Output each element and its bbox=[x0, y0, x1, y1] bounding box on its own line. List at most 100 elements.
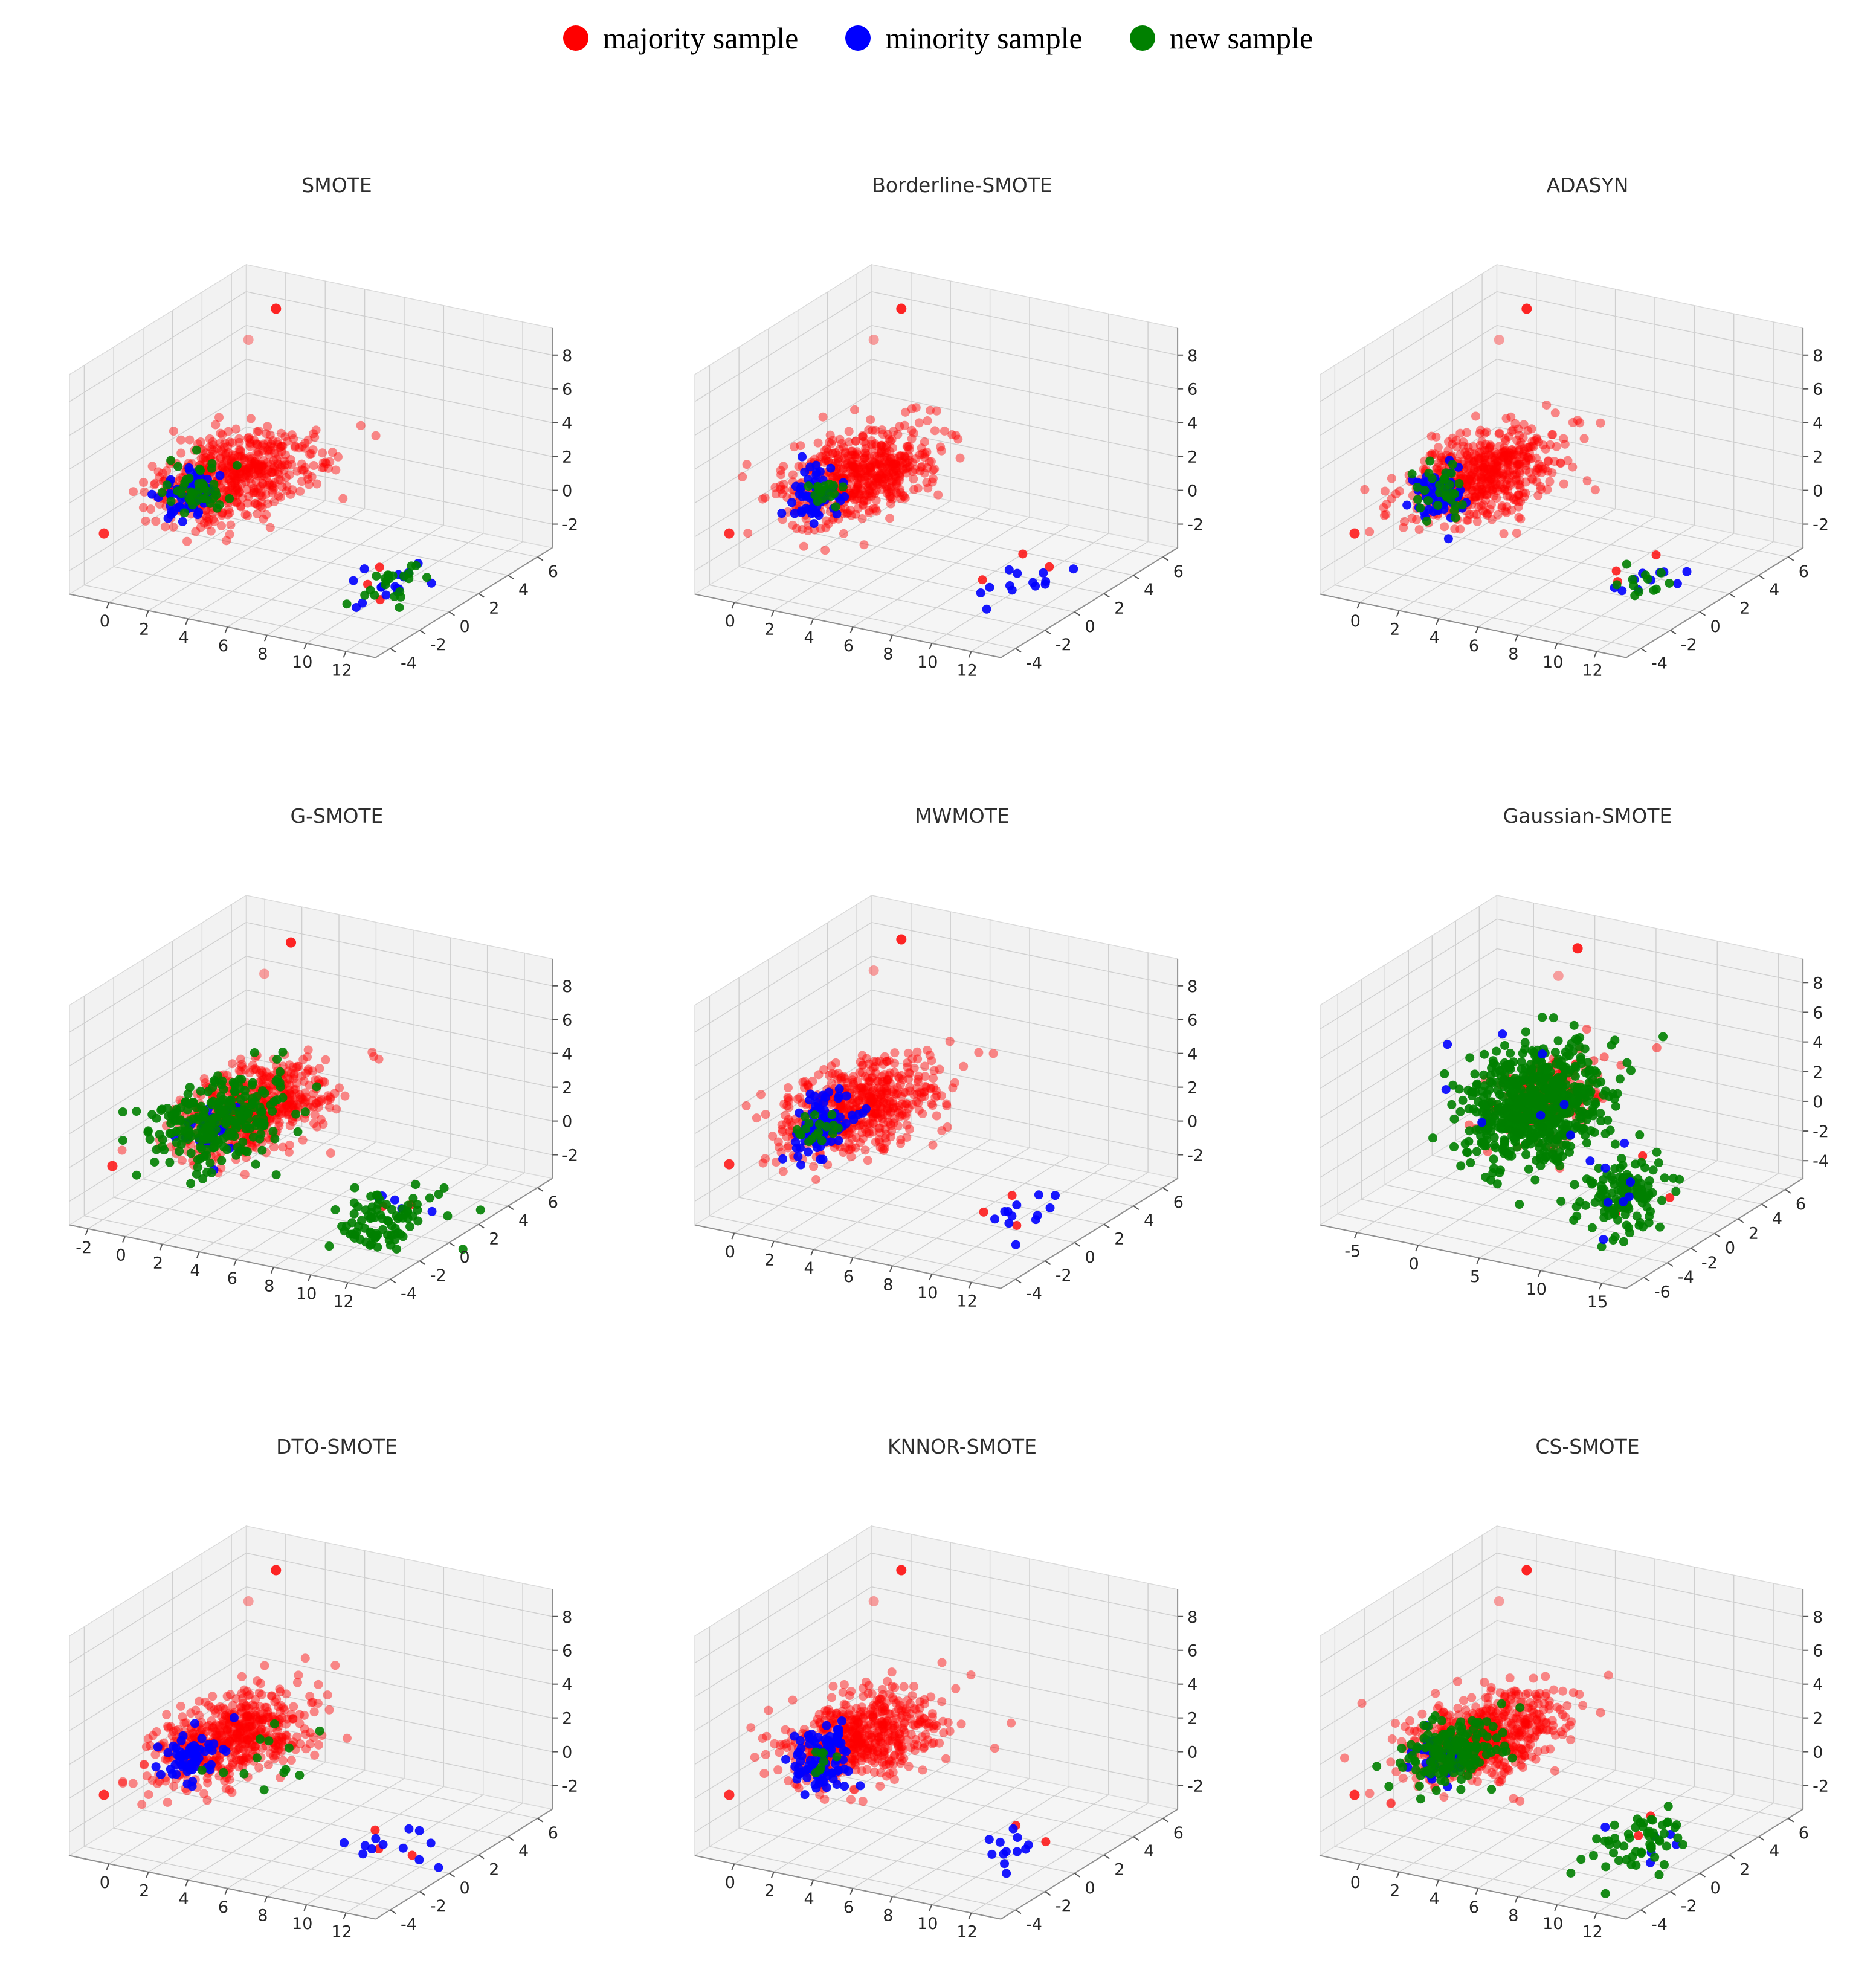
svg-text:6: 6 bbox=[218, 637, 228, 655]
scatter3d-plot-adasyn: 0 2 4 6 8 10 12 -4 -2 0 2 4 6 -2 0 2 4 6 8 bbox=[1319, 263, 1829, 680]
legend-label-majority: majority sample bbox=[602, 21, 799, 55]
svg-text:2: 2 bbox=[139, 620, 149, 639]
svg-text:8: 8 bbox=[1187, 347, 1197, 365]
svg-text:10: 10 bbox=[296, 1284, 317, 1303]
svg-text:-2: -2 bbox=[1813, 516, 1829, 535]
svg-text:2: 2 bbox=[764, 1251, 775, 1270]
svg-text:6: 6 bbox=[562, 1011, 572, 1030]
svg-text:2: 2 bbox=[1739, 599, 1750, 617]
svg-text:-2: -2 bbox=[76, 1238, 92, 1257]
svg-text:6: 6 bbox=[1173, 1193, 1184, 1212]
subplot-smote: SMOTE 0 2 4 6 8 10 12 -4 -2 0 2 4 6 -2 0 2 4 6 8 bbox=[24, 167, 650, 778]
legend-item-new: new sample bbox=[1129, 21, 1314, 56]
svg-text:6: 6 bbox=[562, 381, 572, 399]
svg-text:-4: -4 bbox=[1651, 654, 1668, 672]
new-dot-icon bbox=[1129, 25, 1155, 51]
svg-text:6: 6 bbox=[1813, 381, 1823, 399]
svg-text:4: 4 bbox=[518, 1211, 529, 1230]
svg-text:-2: -2 bbox=[1187, 516, 1204, 535]
svg-text:-4: -4 bbox=[401, 1284, 417, 1303]
svg-text:2: 2 bbox=[1187, 1079, 1197, 1098]
minority-dot-icon bbox=[845, 25, 871, 51]
svg-text:0: 0 bbox=[725, 612, 735, 631]
svg-text:6: 6 bbox=[1187, 1011, 1197, 1030]
svg-text:8: 8 bbox=[1508, 645, 1518, 663]
legend-item-majority: majority sample bbox=[562, 21, 799, 56]
subplot-grid: SMOTE 0 2 4 6 8 10 12 -4 -2 0 2 4 6 -2 0 2 4 6 8 Borderlin… bbox=[0, 157, 1876, 1961]
subplot-title-dto-smote: DTO-SMOTE bbox=[276, 1435, 398, 1458]
subplot-borderline-smote: Borderline-SMOTE 0 2 4 6 8 10 12 -4 -2 0 2 4 6 -2 0 2 4 6… bbox=[650, 167, 1275, 778]
svg-text:4: 4 bbox=[1813, 414, 1823, 433]
svg-text:8: 8 bbox=[1187, 977, 1197, 996]
svg-text:2: 2 bbox=[489, 599, 499, 617]
svg-text:4: 4 bbox=[1144, 1211, 1154, 1230]
svg-text:4: 4 bbox=[562, 1045, 572, 1064]
svg-text:12: 12 bbox=[1582, 661, 1602, 680]
svg-text:12: 12 bbox=[956, 1292, 977, 1310]
svg-text:0: 0 bbox=[459, 617, 469, 636]
svg-text:10: 10 bbox=[917, 1284, 938, 1303]
svg-text:0: 0 bbox=[562, 1113, 572, 1132]
svg-text:8: 8 bbox=[883, 645, 893, 663]
svg-text:10: 10 bbox=[917, 653, 938, 672]
subplot-adasyn: ADASYN 0 2 4 6 8 10 12 -4 -2 0 2 4 6 -2 0 2 4 6 8 bbox=[1275, 167, 1876, 778]
svg-text:0: 0 bbox=[1187, 482, 1197, 501]
svg-text:4: 4 bbox=[1187, 1045, 1197, 1064]
svg-text:8: 8 bbox=[883, 1275, 893, 1294]
svg-text:2: 2 bbox=[1114, 599, 1124, 617]
svg-text:12: 12 bbox=[331, 661, 352, 680]
svg-text:0: 0 bbox=[1085, 617, 1095, 636]
svg-text:0: 0 bbox=[100, 612, 110, 631]
svg-text:8: 8 bbox=[562, 347, 572, 365]
svg-text:0: 0 bbox=[1187, 1113, 1197, 1132]
svg-text:4: 4 bbox=[190, 1261, 200, 1280]
svg-text:6: 6 bbox=[548, 1193, 558, 1212]
scatter3d-plot-smote: 0 2 4 6 8 10 12 -4 -2 0 2 4 6 -2 0 2 4 6 8 bbox=[68, 263, 578, 680]
svg-text:0: 0 bbox=[1710, 617, 1720, 636]
svg-text:2: 2 bbox=[1390, 620, 1400, 639]
subplot-title-g-smote: G-SMOTE bbox=[290, 804, 384, 828]
svg-text:4: 4 bbox=[1430, 628, 1440, 647]
svg-text:-2: -2 bbox=[1187, 1147, 1204, 1165]
svg-text:12: 12 bbox=[333, 1292, 353, 1311]
svg-text:4: 4 bbox=[1187, 414, 1197, 433]
svg-text:2: 2 bbox=[562, 448, 572, 467]
svg-text:4: 4 bbox=[179, 628, 189, 647]
svg-text:4: 4 bbox=[1144, 581, 1154, 599]
legend-label-minority: minority sample bbox=[885, 21, 1083, 55]
scatter3d-plot-borderline-smote: 0 2 4 6 8 10 12 -4 -2 0 2 4 6 -2 0 2 4 6 8 bbox=[694, 263, 1204, 680]
subplot-title-mwmote: MWMOTE bbox=[915, 804, 1010, 828]
svg-text:0: 0 bbox=[562, 482, 572, 501]
majority-dot-icon bbox=[562, 25, 588, 51]
svg-text:10: 10 bbox=[292, 653, 312, 672]
subplot-title-borderline-smote: Borderline-SMOTE bbox=[872, 173, 1052, 197]
svg-text:-2: -2 bbox=[1056, 636, 1072, 654]
svg-text:6: 6 bbox=[1469, 637, 1479, 655]
legend: majority sample minority sample new samp… bbox=[0, 0, 1876, 56]
svg-text:12: 12 bbox=[956, 661, 977, 680]
svg-text:6: 6 bbox=[843, 637, 854, 655]
subplot-title-cs-smote: CS-SMOTE bbox=[1535, 1435, 1640, 1458]
svg-text:0: 0 bbox=[459, 1248, 469, 1267]
svg-text:-2: -2 bbox=[1056, 1266, 1072, 1285]
svg-text:2: 2 bbox=[562, 1079, 572, 1098]
svg-text:6: 6 bbox=[1187, 381, 1197, 399]
subplot-g-smote: G-SMOTE -2 0 2 4 6 8 10 12 -4 -2 0 2 4 6 -2 0 2 4 6 8 bbox=[24, 797, 650, 1409]
svg-text:4: 4 bbox=[562, 414, 572, 433]
svg-text:6: 6 bbox=[843, 1267, 854, 1286]
svg-text:4: 4 bbox=[804, 628, 814, 647]
legend-label-new: new sample bbox=[1169, 21, 1314, 55]
svg-text:8: 8 bbox=[264, 1277, 274, 1296]
svg-text:8: 8 bbox=[562, 977, 572, 996]
subplot-title-smote: SMOTE bbox=[301, 173, 372, 197]
svg-text:-2: -2 bbox=[1681, 636, 1697, 654]
svg-text:-2: -2 bbox=[562, 516, 578, 535]
svg-text:0: 0 bbox=[1350, 612, 1361, 631]
svg-text:4: 4 bbox=[518, 581, 529, 599]
svg-text:4: 4 bbox=[804, 1259, 814, 1278]
